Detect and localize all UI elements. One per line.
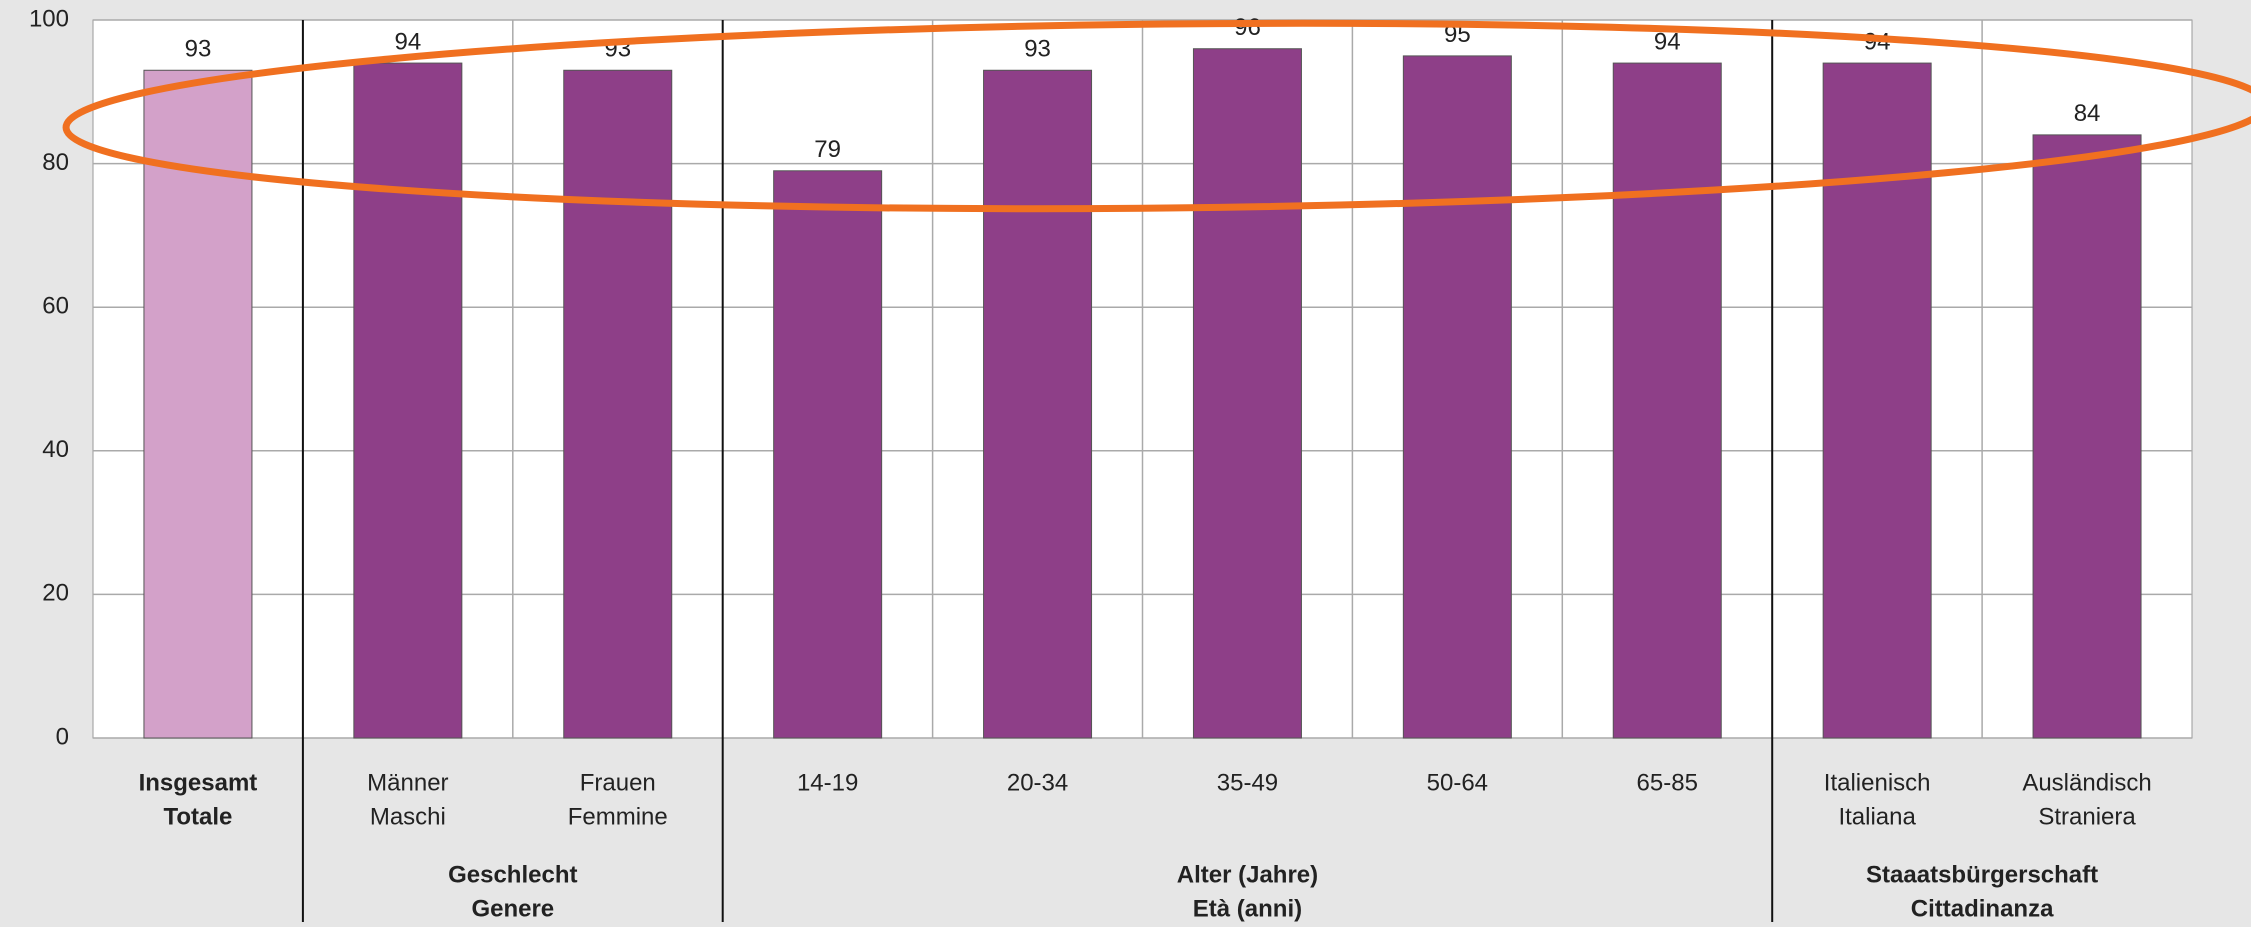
- value-label: 94: [1654, 28, 1681, 55]
- group-label: Geschlecht: [448, 861, 577, 888]
- value-label: 84: [2074, 100, 2101, 127]
- value-label: 93: [1024, 36, 1051, 63]
- x-tick-label: Frauen: [580, 769, 656, 796]
- bar: [563, 69, 673, 739]
- bar: [983, 69, 1093, 739]
- bar: [353, 62, 463, 739]
- x-tick-label: Männer: [367, 769, 448, 796]
- x-tick-label: Maschi: [370, 803, 446, 830]
- x-tick-label: 35-49: [1217, 769, 1278, 796]
- y-tick-label: 20: [42, 580, 69, 607]
- x-tick-label: Insgesamt: [139, 769, 258, 796]
- bar: [2032, 134, 2142, 739]
- x-tick-label: Femmine: [568, 803, 668, 830]
- x-tick-label: Italiana: [1838, 803, 1916, 830]
- y-tick-label: 80: [42, 149, 69, 176]
- group-label: Cittadinanza: [1911, 895, 2054, 922]
- y-tick-label: 100: [29, 5, 69, 32]
- highlight-ellipse: [62, 19, 2251, 213]
- bar: [1822, 62, 1932, 739]
- group-label: Età (anni): [1193, 895, 1302, 922]
- y-tick-label: 40: [42, 436, 69, 463]
- value-label: 96: [1234, 14, 1261, 41]
- x-tick-label: Ausländisch: [2022, 769, 2151, 796]
- x-tick-label: Totale: [163, 803, 232, 830]
- x-tick-label: Italienisch: [1824, 769, 1931, 796]
- group-label: Genere: [471, 895, 554, 922]
- bar: [1402, 55, 1512, 739]
- group-label: Staaatsbürgerschaft: [1866, 861, 2098, 888]
- bar: [1192, 48, 1302, 739]
- y-tick-label: 60: [42, 293, 69, 320]
- x-tick-label: Straniera: [2038, 803, 2136, 830]
- layer: 0 20 40 60 80 100 93 Insgesamt Totale 94 Männer Mas…: [29, 5, 2192, 922]
- y-tick-label: 0: [56, 723, 69, 750]
- value-label: 93: [185, 36, 212, 63]
- group-label: Alter (Jahre): [1177, 861, 1318, 888]
- bar: [143, 69, 253, 739]
- bar: [773, 170, 883, 739]
- bar: [1612, 62, 1722, 739]
- x-tick-label: 14-19: [797, 769, 858, 796]
- x-tick-label: 20-34: [1007, 769, 1068, 796]
- x-tick-label: 50-64: [1427, 769, 1488, 796]
- value-label: 79: [814, 136, 841, 163]
- x-tick-label: 65-85: [1637, 769, 1698, 796]
- value-label: 94: [394, 28, 421, 55]
